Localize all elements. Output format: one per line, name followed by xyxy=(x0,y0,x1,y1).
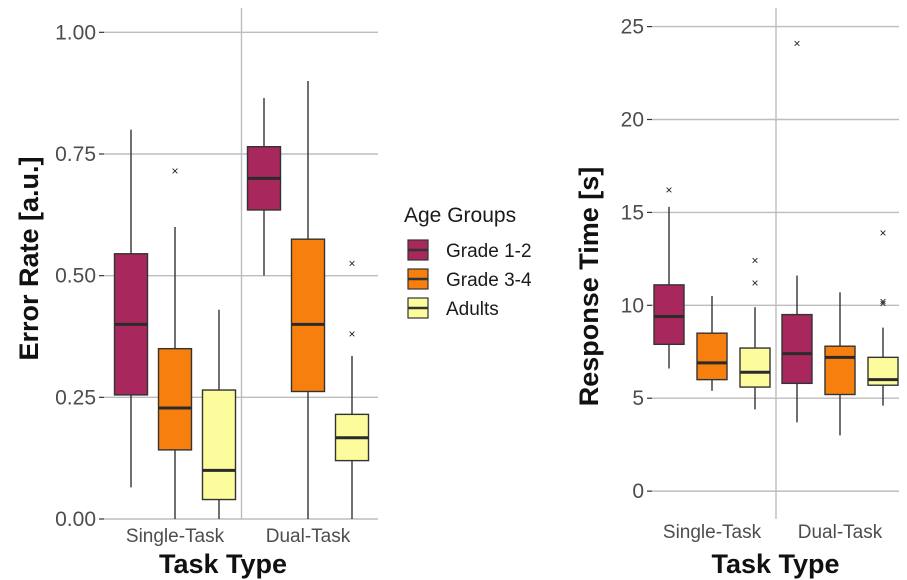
y-tick-label: 5 xyxy=(632,387,644,410)
x-axis-title: Task Type xyxy=(711,549,839,579)
box-adults xyxy=(201,389,237,501)
x-tick-label: Dual-Task xyxy=(266,526,351,547)
y-tick-label: 25 xyxy=(621,16,644,39)
outlier-marker: × xyxy=(665,183,672,197)
box-grade-3-4 xyxy=(824,345,856,396)
y-tick-label: 1.00 xyxy=(55,21,96,44)
y-tick-label: 0 xyxy=(632,480,644,503)
box-grade-3-4 xyxy=(290,238,326,393)
y-tick-label: 20 xyxy=(621,108,644,131)
x-tick-label: Dual-Task xyxy=(798,522,883,543)
error-rate-panel: 0.00 0.25 0.50 0.75 1.00 Single-Task Dual-Task… xyxy=(14,8,378,579)
x-tick-label: Single-Task xyxy=(663,522,762,543)
outlier-marker: × xyxy=(751,254,758,268)
legend-item-grade-3-4: Grade 3-4 xyxy=(407,268,532,291)
legend: Age Groups Grade 1-2 Grade 3-4 Adults xyxy=(404,204,532,320)
y-tick-label: 0.50 xyxy=(55,265,96,288)
legend-label-grade-3-4: Grade 3-4 xyxy=(446,270,532,291)
box-grade-1-2 xyxy=(653,284,685,346)
outlier-marker: × xyxy=(879,296,886,310)
outlier-marker: × xyxy=(171,164,178,178)
legend-title: Age Groups xyxy=(404,204,516,227)
x-tick-label: Single-Task xyxy=(126,526,225,547)
legend-label-grade-1-2: Grade 1-2 xyxy=(446,241,532,262)
outlier-marker: × xyxy=(348,327,355,341)
outlier-marker: × xyxy=(348,257,355,271)
outlier-marker: × xyxy=(751,276,758,290)
box-grade-3-4 xyxy=(696,332,728,381)
box-grade-3-4 xyxy=(157,347,193,451)
y-tick-label: 0.00 xyxy=(55,508,96,531)
legend-label-adults: Adults xyxy=(446,299,499,320)
outlier-marker: × xyxy=(793,36,800,50)
x-axis-title: Task Type xyxy=(159,549,287,579)
box-adults xyxy=(739,347,771,388)
legend-item-adults: Adults xyxy=(407,297,499,320)
y-tick-label: 10 xyxy=(621,294,644,317)
y-tick-label: 0.25 xyxy=(55,386,96,409)
outlier-marker: × xyxy=(879,295,886,309)
y-axis-title: Error Rate [a.u.] xyxy=(14,156,44,360)
y-axis-title: Response Time [s] xyxy=(574,167,604,407)
y-tick-label: 15 xyxy=(621,201,644,224)
outlier-marker: × xyxy=(879,226,886,240)
box-grade-1-2 xyxy=(781,313,813,385)
legend-item-grade-1-2: Grade 1-2 xyxy=(407,239,532,262)
y-tick-label: 0.75 xyxy=(55,143,96,166)
